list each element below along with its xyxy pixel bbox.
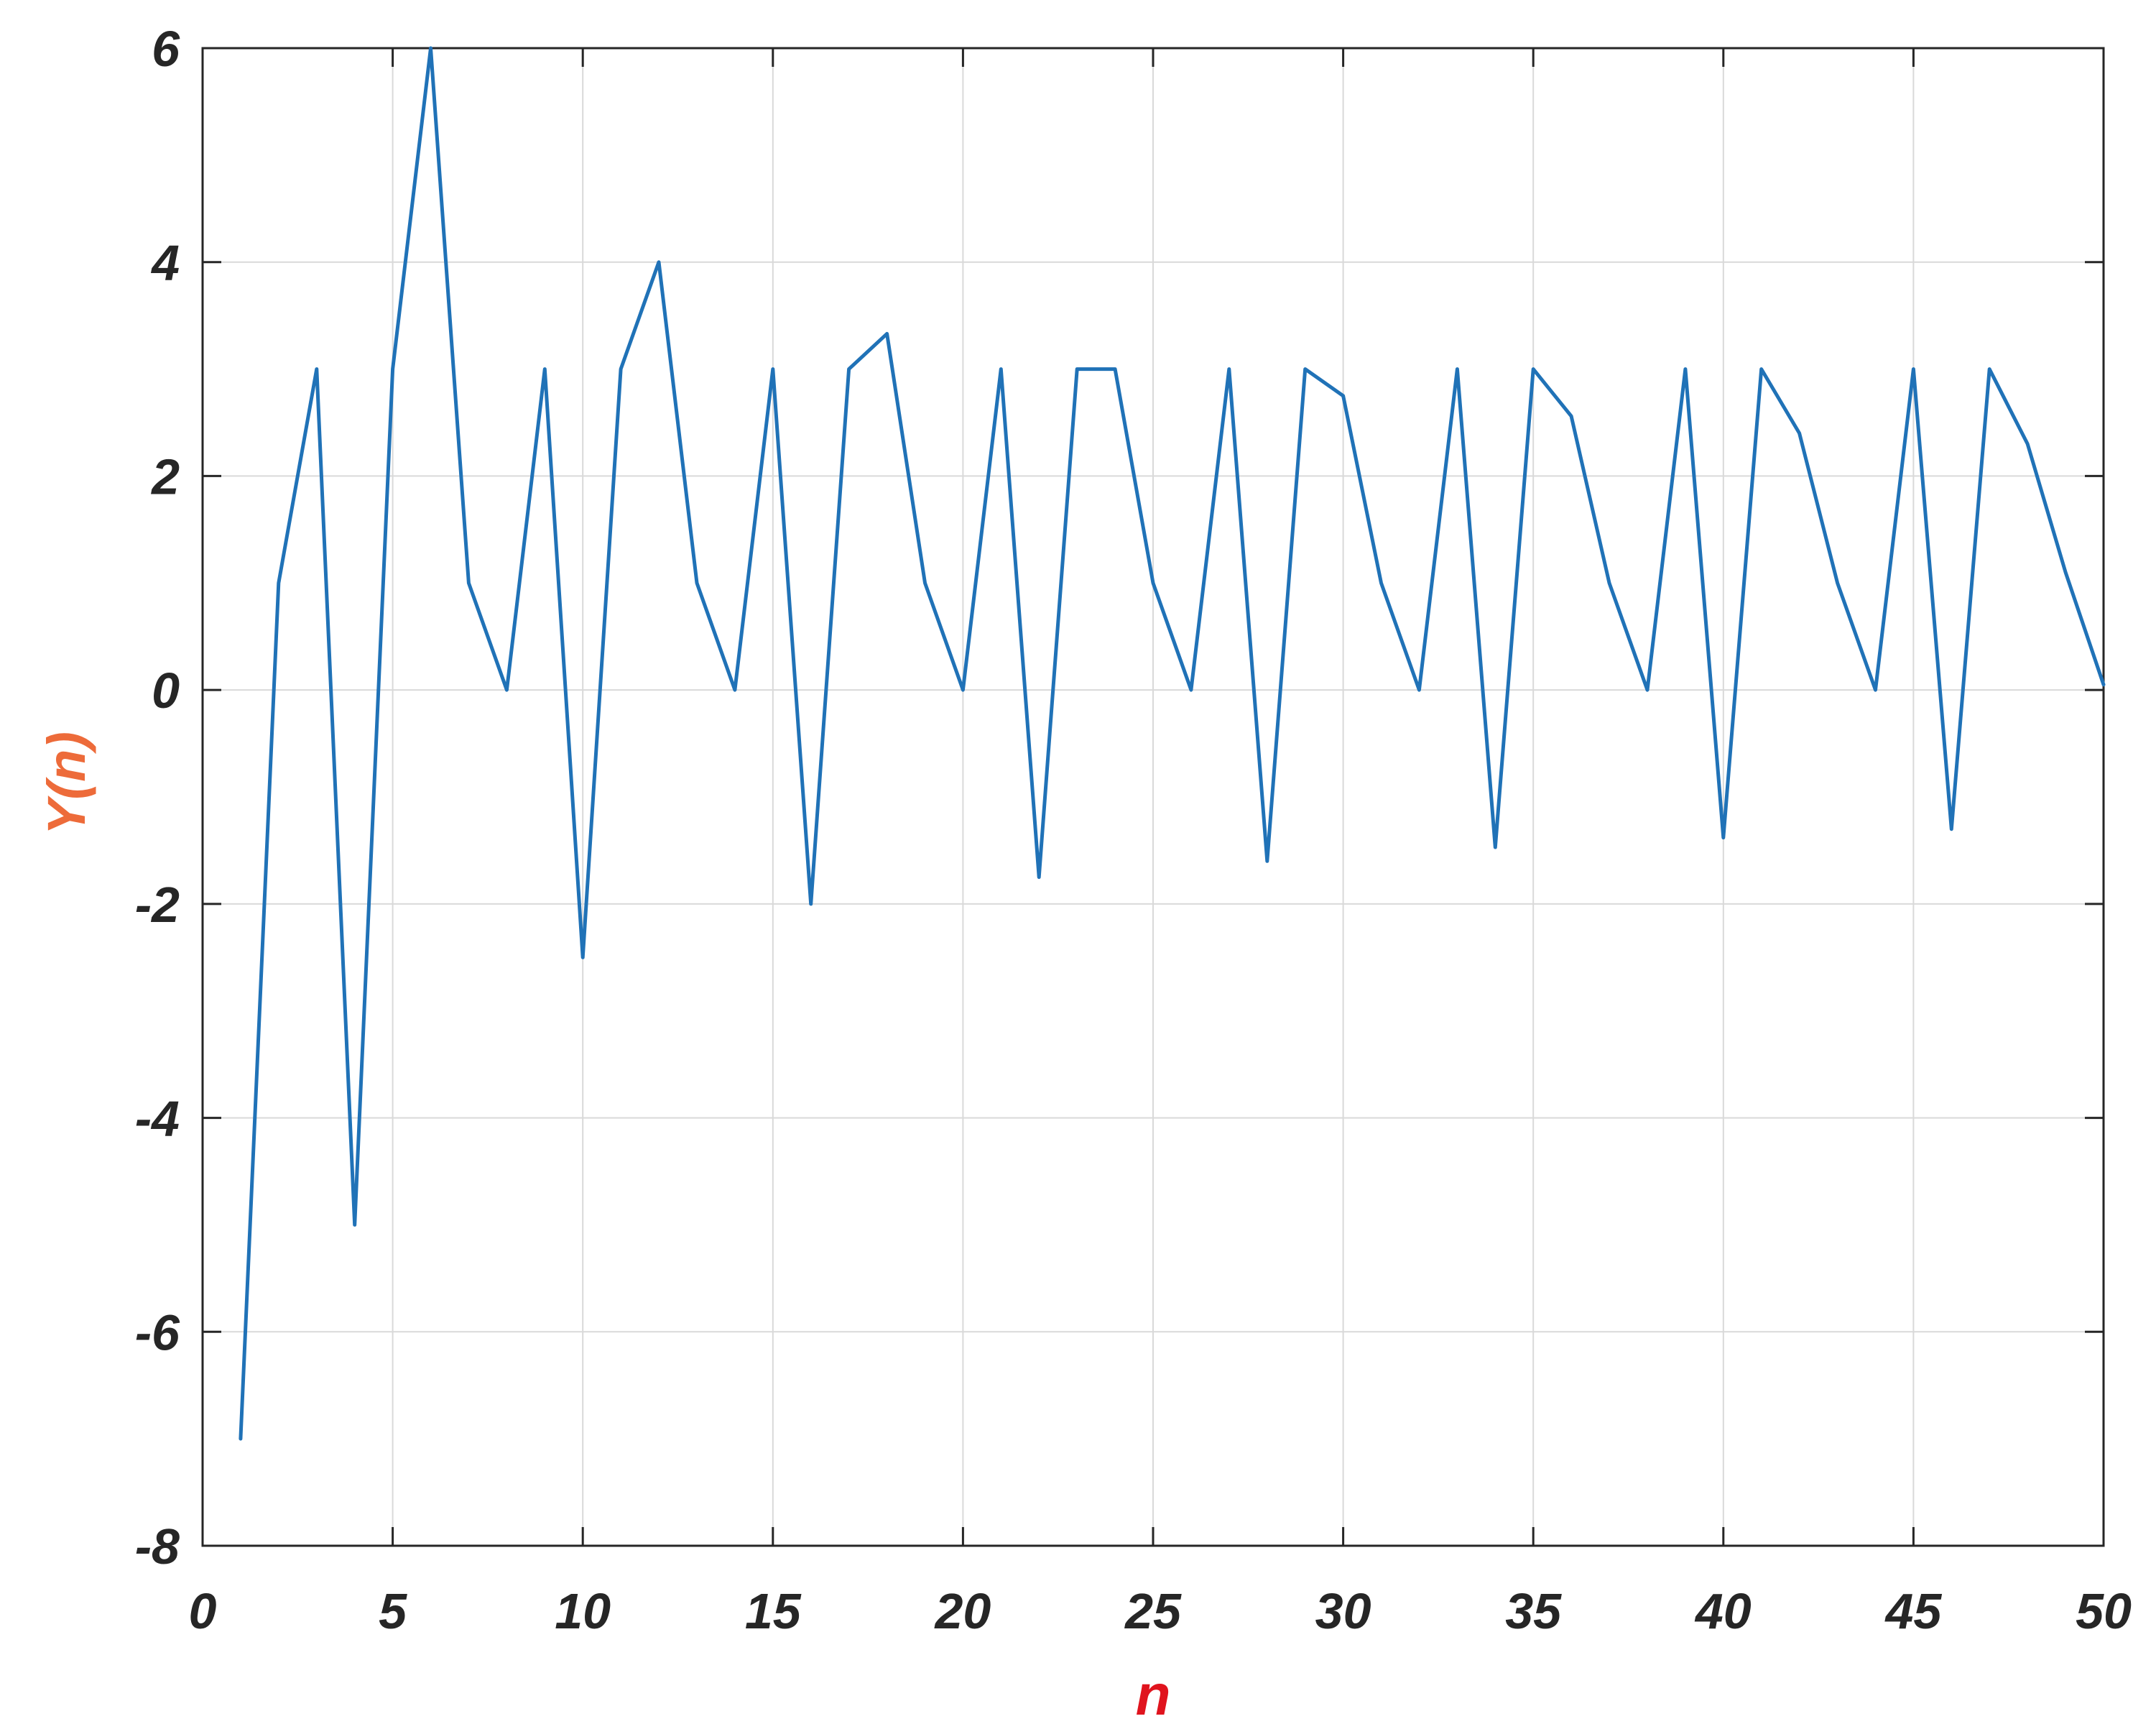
y-tick-label: 4 <box>150 235 180 291</box>
grid-lines <box>203 48 2104 1546</box>
y-tick-label: -6 <box>135 1304 180 1360</box>
y-tick-label: 0 <box>152 663 180 719</box>
y-tick-label: -2 <box>135 877 180 933</box>
x-tick-label: 15 <box>745 1583 802 1639</box>
x-tick-label: 25 <box>1124 1583 1182 1639</box>
x-tick-label: 10 <box>555 1583 611 1639</box>
x-tick-label: 30 <box>1315 1583 1371 1639</box>
x-tick-label: 35 <box>1505 1583 1562 1639</box>
x-tick-label: 40 <box>1694 1583 1752 1639</box>
x-tick-label: 20 <box>933 1583 991 1639</box>
y-tick-label: 2 <box>150 448 180 504</box>
x-tick-label: 5 <box>379 1583 407 1639</box>
x-axis-tick-labels: 0 5 10 15 20 25 30 35 40 45 50 <box>189 1583 2132 1639</box>
y-tick-label: -8 <box>135 1518 180 1574</box>
y-tick-label: 6 <box>152 21 180 77</box>
axis-ticks <box>201 47 2105 1547</box>
x-axis-label: n <box>1136 1663 1171 1727</box>
x-tick-label: 0 <box>189 1583 217 1639</box>
x-tick-label: 50 <box>2076 1583 2132 1639</box>
series-line <box>239 46 2106 1441</box>
y-axis-tick-labels: -8 -6 -4 -2 0 2 4 6 <box>135 21 180 1574</box>
x-tick-label: 45 <box>1884 1583 1942 1639</box>
y-axis-label: Y(n) <box>37 732 96 835</box>
y-tick-label: -4 <box>135 1091 180 1147</box>
